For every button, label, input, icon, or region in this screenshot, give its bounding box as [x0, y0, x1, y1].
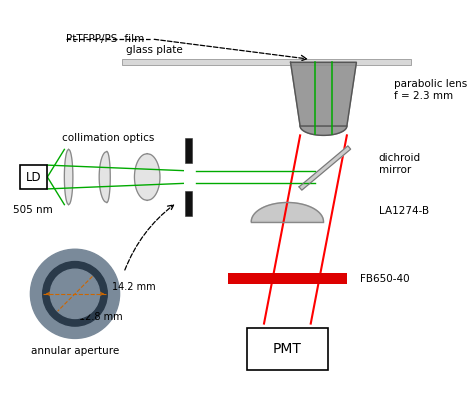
Polygon shape [291, 62, 356, 126]
FancyBboxPatch shape [122, 60, 410, 65]
Polygon shape [135, 153, 160, 200]
FancyBboxPatch shape [247, 328, 328, 370]
Text: collimation optics: collimation optics [62, 133, 155, 143]
Circle shape [43, 262, 107, 326]
Text: 14.2 mm: 14.2 mm [112, 282, 156, 292]
FancyBboxPatch shape [228, 273, 347, 284]
Text: PtTFPP/PS -film: PtTFPP/PS -film [66, 34, 145, 44]
Text: LD: LD [26, 171, 41, 183]
Circle shape [50, 269, 100, 318]
FancyBboxPatch shape [185, 191, 192, 216]
Text: dichroid
mirror: dichroid mirror [379, 153, 421, 175]
Text: glass plate: glass plate [126, 45, 182, 55]
Text: annular aperture: annular aperture [31, 346, 119, 356]
Polygon shape [99, 151, 110, 202]
Polygon shape [64, 149, 73, 205]
Circle shape [30, 249, 119, 339]
Text: PMT: PMT [273, 342, 302, 356]
Polygon shape [251, 202, 323, 222]
Polygon shape [299, 146, 351, 190]
FancyBboxPatch shape [185, 138, 192, 164]
Text: 12.8 mm: 12.8 mm [79, 312, 123, 322]
Text: LA1274-B: LA1274-B [379, 206, 429, 216]
FancyBboxPatch shape [19, 165, 47, 189]
Text: FB650-40: FB650-40 [360, 274, 409, 284]
Text: parabolic lens
f = 2.3 mm: parabolic lens f = 2.3 mm [393, 79, 467, 101]
Text: 505 nm: 505 nm [13, 205, 53, 215]
Polygon shape [300, 126, 347, 135]
